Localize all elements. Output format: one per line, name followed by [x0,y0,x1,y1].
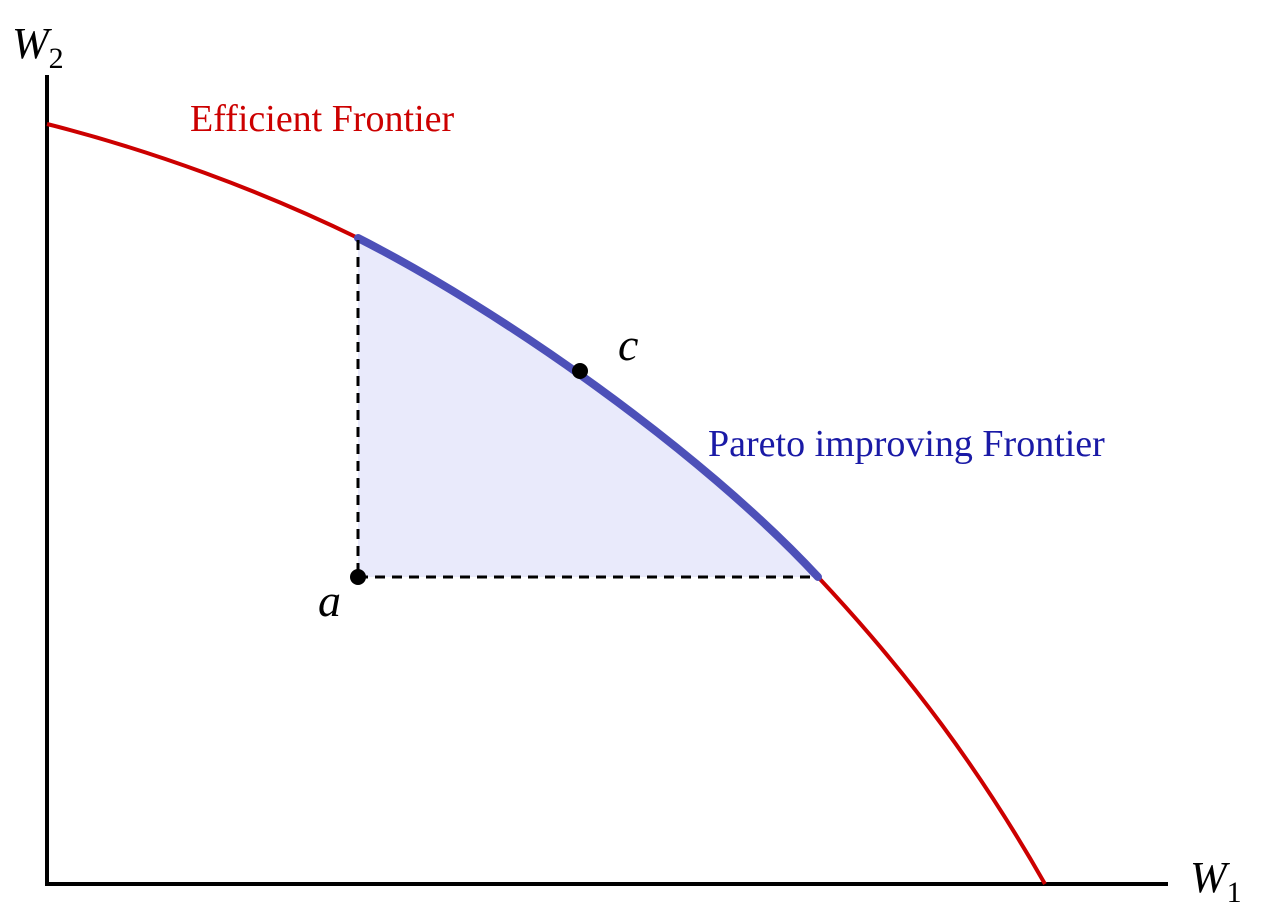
point-a [350,569,366,585]
efficient-frontier-label: Efficient Frontier [190,98,455,140]
x-label-sub: 1 [1227,876,1242,909]
y-label-base: W [12,19,52,68]
point-a-label: a [318,575,341,626]
y-label-sub: 2 [49,42,64,75]
pareto-frontier [354,234,822,581]
point-c-label: c [618,319,638,370]
x-label-base: W [1190,853,1230,902]
pareto-region [358,238,818,577]
pareto-frontier-label: Pareto improving Frontier [708,423,1105,465]
y-axis-label: W2 [12,19,64,75]
point-c [572,363,588,379]
x-axis-label: W1 [1190,853,1242,909]
